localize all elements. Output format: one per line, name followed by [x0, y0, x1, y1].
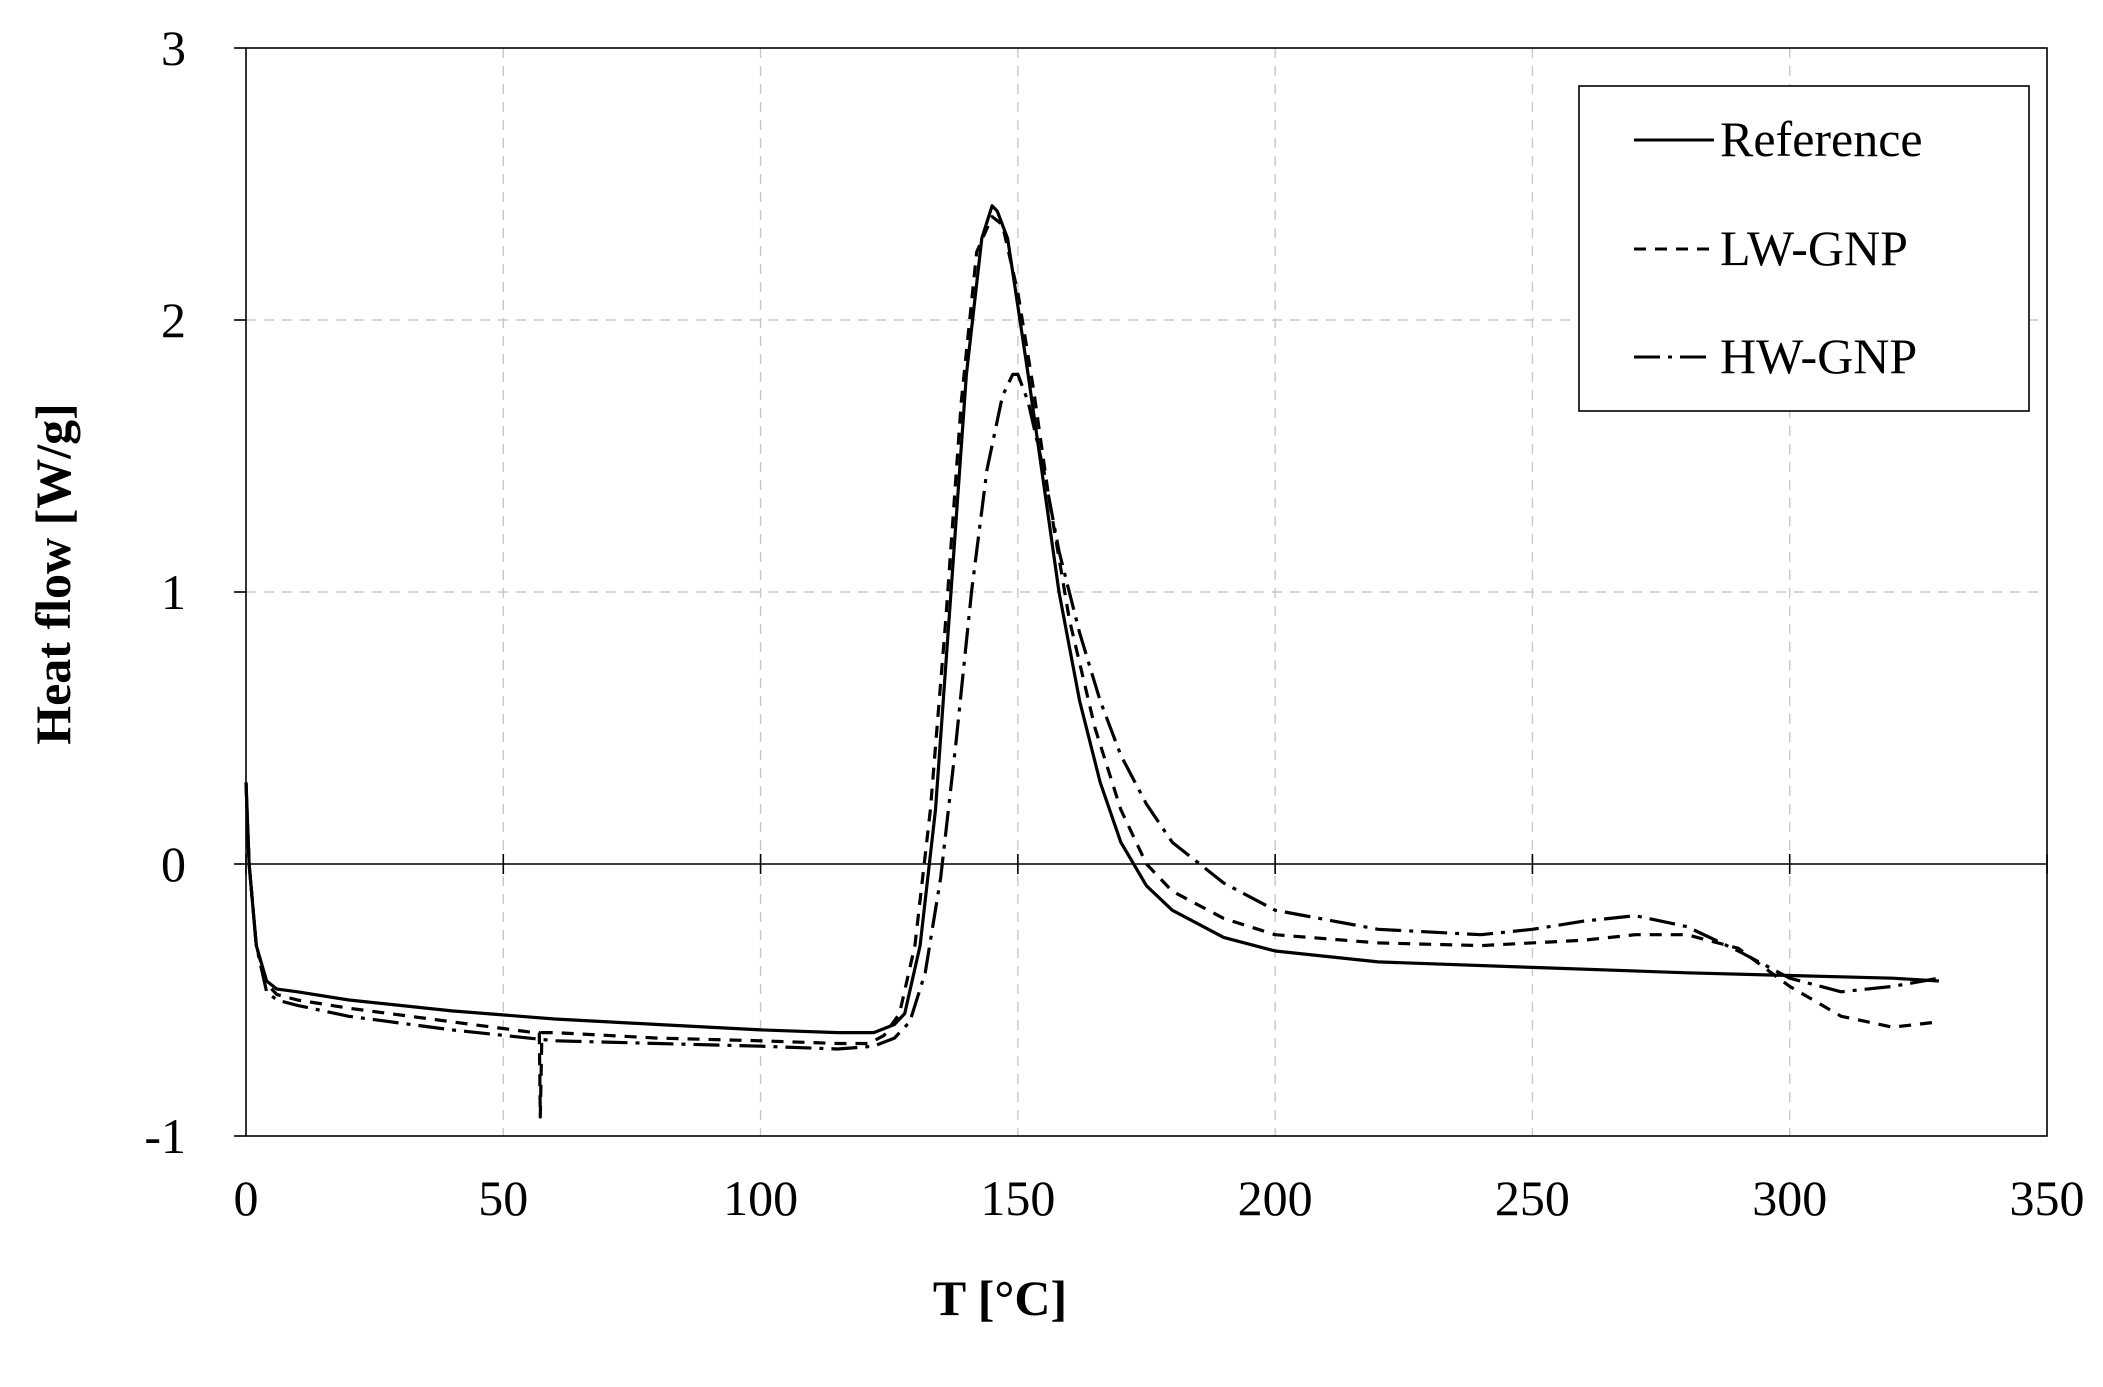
- ticks: [234, 47, 2048, 1137]
- y-tick-label: 0: [161, 836, 186, 892]
- x-tick-label: 250: [1495, 1170, 1570, 1226]
- x-tick-label: 200: [1238, 1170, 1313, 1226]
- tick-labels: 0 50 100 150 200 250 300 350 -1 0 1 2 3: [144, 20, 2084, 1226]
- series-group: [244, 204, 1940, 1119]
- x-tick-label: 300: [1752, 1170, 1827, 1226]
- y-tick-label: 1: [161, 564, 186, 620]
- x-tick-label: 150: [980, 1170, 1055, 1226]
- y-axis-label: Heat flow [W/g]: [25, 403, 81, 745]
- legend-label-hw-gnp: HW-GNP: [1720, 328, 1917, 384]
- y-tick-label: 2: [161, 292, 186, 348]
- legend-label-lw-gnp: LW-GNP: [1720, 220, 1908, 276]
- x-tick-label: 100: [723, 1170, 798, 1226]
- series-line-lw-gnp: [244, 215, 1940, 1119]
- series-line-hw-gnp: [244, 372, 1940, 1051]
- x-tick-label: 50: [478, 1170, 528, 1226]
- y-tick-label: 3: [161, 20, 186, 76]
- x-axis-label: T [°C]: [933, 1270, 1067, 1326]
- series-line-reference: [244, 204, 1939, 1035]
- x-tick-label: 350: [2010, 1170, 2085, 1226]
- legend-label-reference: Reference: [1720, 111, 1923, 167]
- legend: Reference LW-GNP HW-GNP: [1578, 85, 2030, 412]
- y-tick-label: -1: [144, 1108, 186, 1164]
- x-tick-label: 0: [234, 1170, 259, 1226]
